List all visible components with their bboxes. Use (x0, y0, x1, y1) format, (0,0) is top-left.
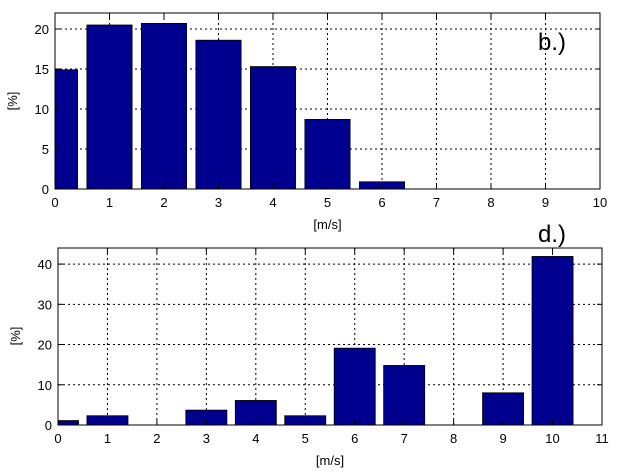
x-tick-label: 10 (545, 431, 559, 446)
y-tick-label: 5 (42, 142, 49, 157)
x-tick-label: 9 (499, 431, 506, 446)
chart-panel-1: 0 1 2 3 4 5 6 7 8 9 10 0 5 10 15 20 [m/s] [%] b.) (5, 12, 607, 232)
x-tick-label: 1 (106, 195, 113, 210)
y-axis-label: [%] (8, 327, 23, 346)
y-tick-label: 10 (35, 102, 49, 117)
x-tick-label: 0 (51, 195, 58, 210)
x-tick-label: 6 (351, 431, 358, 446)
x-tick-label: 0 (54, 431, 61, 446)
x-tick-label: 1 (104, 431, 111, 446)
x-tick-label: 4 (269, 195, 276, 210)
bar (55, 69, 79, 189)
bar (333, 347, 376, 425)
bar (304, 119, 351, 189)
y-tick-label: 40 (38, 257, 52, 272)
x-tick-label: 4 (252, 431, 259, 446)
y-tick-label: 0 (42, 182, 49, 197)
x-tick-label: 3 (203, 431, 210, 446)
x-tick-label: 10 (593, 195, 607, 210)
bars-group (55, 22, 406, 189)
x-tick-label: 5 (302, 431, 309, 446)
panel-label: b.) (538, 29, 566, 56)
x-tick-label: 5 (324, 195, 331, 210)
panel-label: d.) (538, 221, 566, 248)
y-tick-label: 15 (35, 62, 49, 77)
x-tick-label: 7 (433, 195, 440, 210)
x-tick-label: 3 (215, 195, 222, 210)
x-tick-label: 9 (542, 195, 549, 210)
bar (195, 39, 242, 189)
chart-panel-2: 0 1 2 3 4 5 6 7 8 9 10 11 0 10 20 30 40 [m/s] [%] d.) (8, 221, 609, 468)
x-tick-label: 8 (450, 431, 457, 446)
y-tick-label: 30 (38, 297, 52, 312)
bar (531, 256, 574, 425)
x-axis-label: [m/s] (313, 217, 341, 232)
y-tick-label: 20 (35, 22, 49, 37)
bar (140, 22, 188, 189)
y-tick-label: 0 (45, 418, 52, 433)
y-tick-label: 20 (38, 338, 52, 353)
bar (249, 66, 297, 189)
x-tick-label: 8 (487, 195, 494, 210)
bar (58, 420, 79, 425)
y-axis-label: [%] (5, 92, 20, 111)
x-axis-label: [m/s] (316, 453, 344, 468)
axes-box (57, 247, 603, 426)
bar (482, 392, 525, 425)
bar (383, 365, 426, 425)
x-tick-label: 11 (595, 431, 609, 446)
y-tick-label: 10 (38, 378, 52, 393)
x-tick-label: 2 (160, 195, 167, 210)
x-tick-label: 6 (378, 195, 385, 210)
x-tick-label: 2 (153, 431, 160, 446)
x-tick-label: 7 (401, 431, 408, 446)
bar (86, 24, 133, 189)
